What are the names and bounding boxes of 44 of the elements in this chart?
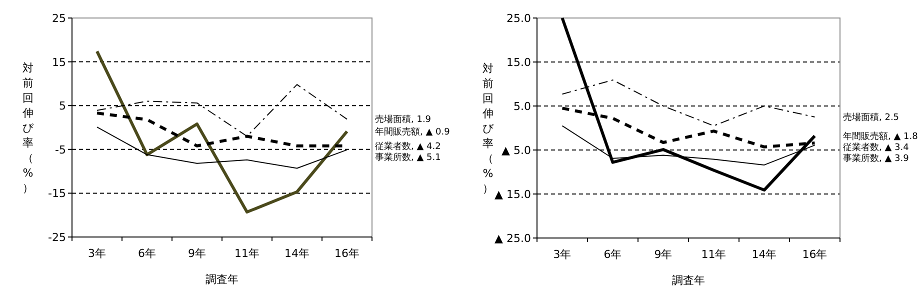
x-tick-label: 9年 <box>654 248 672 261</box>
y-tick-label: ▲ 15.0 <box>494 188 531 201</box>
text: , ▲ 0.9 <box>420 127 450 138</box>
x-tick-label: 16年 <box>802 248 828 261</box>
text: 年間販売額 <box>375 126 420 138</box>
text: , ▲ 4.2 <box>411 142 441 152</box>
y-tick-label: 25 <box>52 12 66 25</box>
text: 事業所数 <box>375 152 411 163</box>
text: 対前回伸び率（%） <box>22 62 34 194</box>
y-tick-label: 5.0 <box>514 100 531 113</box>
x-axis-title: 調査年 <box>206 273 238 286</box>
x-tick-label: 14年 <box>752 248 777 261</box>
y-tick-label: -25 <box>48 231 66 244</box>
x-tick-label: 16年 <box>334 247 360 260</box>
y-tick-label: 25.0 <box>506 12 531 25</box>
y-tick-label: 15 <box>52 56 66 69</box>
x-tick-label: 11年 <box>234 247 260 260</box>
text: 売場面積 <box>375 114 411 126</box>
text: 対前回伸び率（%） <box>482 62 494 195</box>
text: , ▲ 3.9 <box>879 154 910 164</box>
text: , ▲ 3.4 <box>879 142 910 153</box>
y-tick-label: ▲ 5.0 <box>502 144 531 157</box>
text: , 2.5 <box>879 113 900 123</box>
y-tick-label: -15 <box>48 187 66 200</box>
text: 売場面積 <box>843 112 879 123</box>
text: 従業者数 <box>843 142 879 153</box>
y-tick-label: 5 <box>59 100 66 113</box>
text: , ▲ 1.8 <box>888 132 918 142</box>
x-tick-label: 14年 <box>284 247 310 260</box>
x-tick-label: 3年 <box>88 247 106 260</box>
text: 従業者数 <box>375 140 411 152</box>
text: 事業所数 <box>843 152 879 164</box>
y-tick-label: ▲ 25.0 <box>494 232 531 245</box>
y-tick-label: -5 <box>55 143 66 156</box>
x-tick-label: 11年 <box>701 248 726 261</box>
x-axis-title: 調査年 <box>672 274 705 287</box>
x-tick-label: 3年 <box>553 248 572 261</box>
y-tick-label: 15.0 <box>506 56 531 69</box>
text: , 1.9 <box>411 115 432 126</box>
text: , ▲ 5.1 <box>411 152 441 163</box>
x-tick-label: 6年 <box>604 248 622 261</box>
text: 年間販売額 <box>843 130 888 142</box>
x-tick-label: 9年 <box>188 247 206 260</box>
x-tick-label: 6年 <box>138 247 156 260</box>
